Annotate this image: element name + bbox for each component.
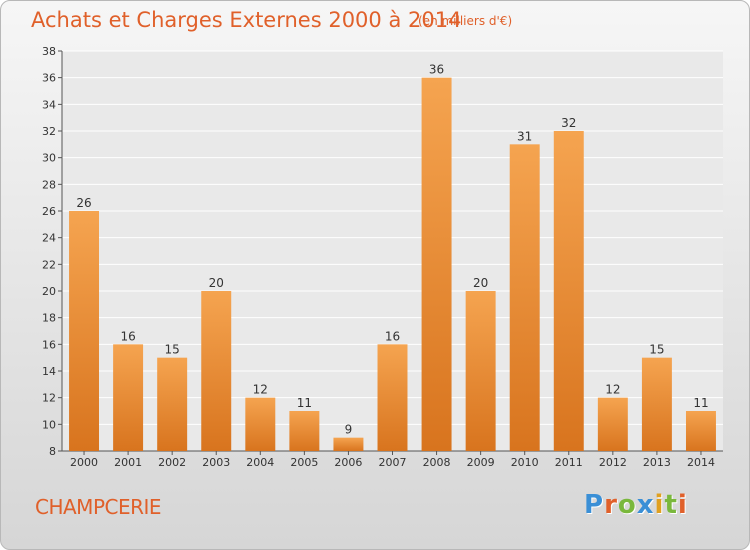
y-tick-label: 30: [42, 152, 56, 165]
y-tick-label: 14: [42, 365, 56, 378]
data-label: 20: [209, 276, 224, 290]
data-label: 11: [297, 396, 312, 410]
x-tick-label: 2002: [158, 456, 186, 469]
y-tick-label: 24: [42, 232, 56, 245]
data-label: 16: [120, 329, 135, 343]
bar: [509, 144, 540, 452]
x-tick-label: 2004: [246, 456, 274, 469]
x-tick-label: 2011: [555, 456, 583, 469]
data-label: 15: [165, 343, 180, 357]
bar: [685, 411, 716, 451]
bar: [289, 411, 320, 451]
y-tick-label: 20: [42, 285, 56, 298]
data-label: 32: [561, 116, 576, 130]
y-tick-label: 28: [42, 178, 56, 191]
y-tick-label: 16: [42, 338, 56, 351]
data-label: 12: [605, 383, 620, 397]
bar: [597, 397, 628, 451]
bar: [113, 344, 144, 451]
x-tick-label: 2005: [290, 456, 318, 469]
x-tick-label: 2012: [599, 456, 627, 469]
bar: [245, 397, 276, 451]
x-tick-label: 2007: [379, 456, 407, 469]
x-tick-label: 2014: [687, 456, 715, 469]
data-label: 9: [345, 423, 353, 437]
data-label: 15: [649, 343, 664, 357]
x-tick-label: 2013: [643, 456, 671, 469]
x-tick-label: 2006: [334, 456, 362, 469]
y-tick-label: 22: [42, 258, 56, 271]
data-label: 16: [385, 329, 400, 343]
x-tick-label: 2001: [114, 456, 142, 469]
bar: [333, 437, 364, 451]
commune-name: CHAMPCERIE: [35, 495, 162, 519]
x-tick-label: 2008: [423, 456, 451, 469]
y-tick-label: 26: [42, 205, 56, 218]
data-label: 31: [517, 129, 532, 143]
data-label: 11: [693, 396, 708, 410]
y-tick-label: 38: [42, 45, 56, 58]
y-tick-label: 10: [42, 418, 56, 431]
y-tick-label: 18: [42, 312, 56, 325]
data-label: 12: [253, 383, 268, 397]
bar: [377, 344, 408, 451]
proxiti-logo: Proxiti: [584, 490, 688, 520]
bar: [553, 131, 584, 451]
y-tick-label: 32: [42, 125, 56, 138]
bar: [465, 291, 496, 451]
chart-subtitle: (en milliers d'€): [418, 14, 513, 28]
data-label: 26: [76, 196, 91, 210]
chart-title: Achats et Charges Externes 2000 à 2014: [31, 8, 462, 32]
bar: [641, 357, 672, 451]
bar: [201, 291, 232, 451]
y-tick-label: 8: [49, 445, 56, 458]
bar: [157, 357, 188, 451]
y-tick-label: 36: [42, 72, 56, 85]
x-tick-label: 2003: [202, 456, 230, 469]
x-tick-label: 2009: [467, 456, 495, 469]
x-tick-label: 2010: [511, 456, 539, 469]
y-tick-label: 12: [42, 392, 56, 405]
x-tick-label: 2000: [70, 456, 98, 469]
bar: [69, 211, 100, 451]
y-tick-label: 34: [42, 98, 56, 111]
data-label: 36: [429, 63, 444, 77]
bar: [421, 77, 452, 452]
data-label: 20: [473, 276, 488, 290]
